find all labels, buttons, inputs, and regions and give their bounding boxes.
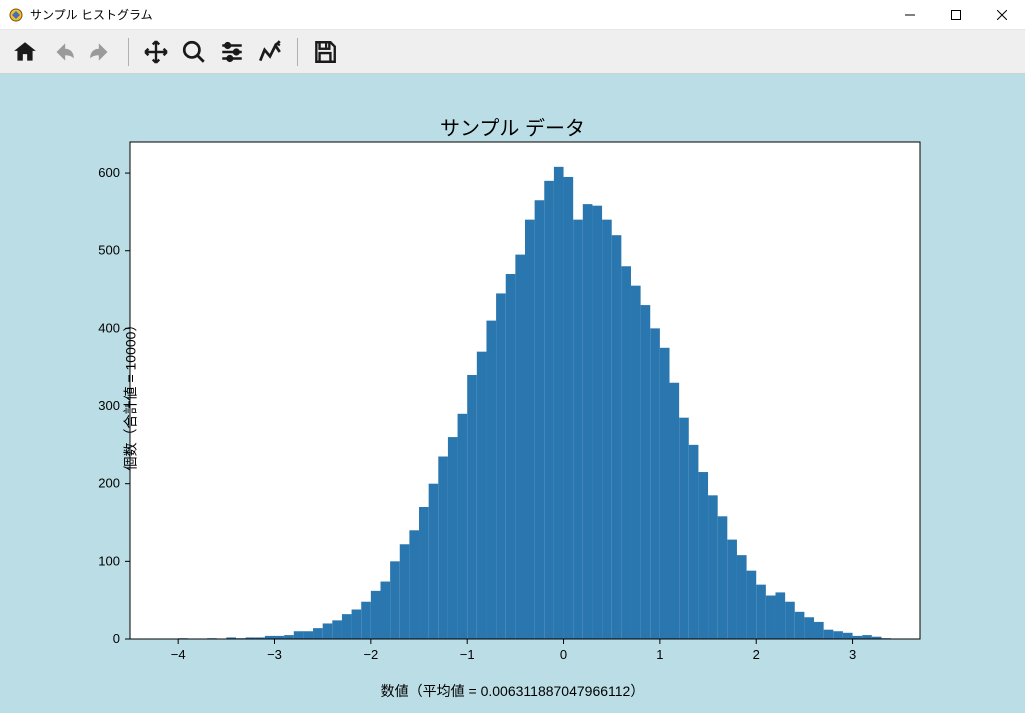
home-button[interactable]: [8, 35, 42, 69]
close-button[interactable]: [979, 0, 1025, 29]
svg-text:−1: −1: [460, 647, 475, 662]
pan-button[interactable]: [139, 35, 173, 69]
minimize-button[interactable]: [887, 0, 933, 29]
zoom-button[interactable]: [177, 35, 211, 69]
svg-text:0: 0: [113, 631, 120, 646]
matplotlib-toolbar: [0, 30, 1025, 74]
chart-figure: −4 −3 −2 −1 0 1 2 3 0 100 200 300 400 500 600 サンプル データ…: [0, 74, 1025, 713]
maximize-button[interactable]: [933, 0, 979, 29]
svg-text:500: 500: [98, 243, 120, 258]
x-axis-label: 数値（平均値 = 0.006311887047966112）: [0, 681, 1025, 701]
svg-text:400: 400: [98, 320, 120, 335]
save-button[interactable]: [308, 35, 342, 69]
back-button[interactable]: [46, 35, 80, 69]
svg-text:1: 1: [656, 647, 663, 662]
svg-text:600: 600: [98, 165, 120, 180]
svg-text:200: 200: [98, 476, 120, 491]
svg-text:300: 300: [98, 398, 120, 413]
app-icon: [8, 7, 24, 23]
svg-text:2: 2: [753, 647, 760, 662]
edit-axes-button[interactable]: [253, 35, 287, 69]
toolbar-separator: [297, 38, 298, 66]
svg-text:0: 0: [560, 647, 567, 662]
toolbar-separator: [128, 38, 129, 66]
svg-text:−2: −2: [363, 647, 378, 662]
svg-text:3: 3: [849, 647, 856, 662]
forward-button[interactable]: [84, 35, 118, 69]
svg-text:−3: −3: [267, 647, 282, 662]
histogram-chart[interactable]: −4 −3 −2 −1 0 1 2 3 0 100 200 300 400 500 600: [0, 74, 1025, 713]
window-titlebar: サンプル ヒストグラム: [0, 0, 1025, 30]
chart-title: サンプル データ: [0, 112, 1025, 141]
window-title: サンプル ヒストグラム: [30, 6, 887, 23]
configure-subplots-button[interactable]: [215, 35, 249, 69]
svg-text:100: 100: [98, 553, 120, 568]
window-controls: [887, 0, 1025, 29]
y-axis-label: 個数（合計値 = 10000）: [120, 317, 140, 470]
svg-text:−4: −4: [171, 647, 186, 662]
